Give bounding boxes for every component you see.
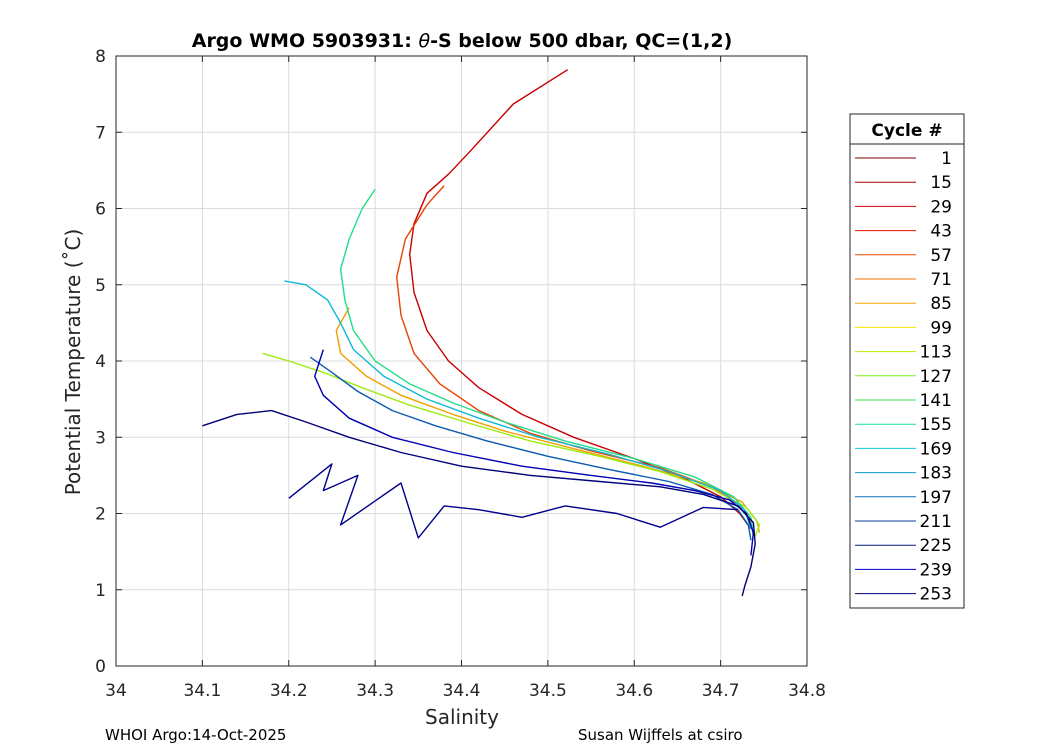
x-tick-label: 34.4 <box>443 681 481 701</box>
x-tick-label: 34.3 <box>356 681 394 701</box>
footer-source-date: WHOI Argo:14-Oct-2025 <box>105 726 287 744</box>
legend-label: 183 <box>920 464 952 484</box>
series-line-3 <box>262 352 761 537</box>
y-tick-label: 2 <box>95 505 106 525</box>
y-tick-label: 7 <box>95 123 106 143</box>
legend-label: 43 <box>930 222 952 242</box>
x-tick-label: 34.8 <box>788 681 826 701</box>
y-tick-label: 0 <box>95 657 106 677</box>
x-tick-labels: 34 34.1 34.2 34.3 34.4 34.5 34.6 34.7 34.8 <box>105 681 826 701</box>
y-tick-label: 1 <box>95 581 106 601</box>
y-tick-label: 6 <box>95 200 106 220</box>
y-tick-labels: 0 1 2 3 4 5 6 7 8 <box>95 47 106 677</box>
y-tick-label: 5 <box>95 276 106 296</box>
legend-label: 239 <box>920 560 952 580</box>
legend-label: 169 <box>920 439 952 459</box>
series-line-8 <box>202 409 756 597</box>
x-tick-label: 34.2 <box>270 681 308 701</box>
axis-ticks <box>115 55 808 667</box>
legend-label: 253 <box>920 585 952 605</box>
legend-label: 85 <box>930 294 952 314</box>
y-tick-label: 4 <box>95 352 106 372</box>
title-suffix: -S below 500 dbar, QC=(1,2) <box>430 30 732 52</box>
x-tick-label: 34.1 <box>183 681 221 701</box>
title-prefix: Argo WMO 5903931: <box>192 30 419 52</box>
series-line-5 <box>284 280 752 530</box>
chart-title: Argo WMO 5903931: θ-S below 500 dbar, QC… <box>192 30 733 52</box>
x-tick-label: 34.5 <box>529 681 567 701</box>
footer-attribution: Susan Wijffels at csiro <box>578 726 743 744</box>
series-line-2 <box>335 307 761 533</box>
legend-box <box>849 113 965 609</box>
legend-label: 71 <box>930 270 952 290</box>
legend-label: 99 <box>930 318 952 338</box>
legend-label: 141 <box>920 391 952 411</box>
legend-label: 211 <box>920 512 952 532</box>
title-theta: θ <box>418 30 430 52</box>
legend-entries: 1 15 29 43 57 71 85 99 113 127 141 155 169 183 197 211 2… <box>855 149 952 605</box>
x-tick-label: 34.7 <box>702 681 740 701</box>
legend-label: 127 <box>920 367 952 387</box>
legend-label: 155 <box>920 415 952 435</box>
x-tick-label: 34.6 <box>615 681 653 701</box>
legend-label: 57 <box>930 246 952 266</box>
series-line-9 <box>288 463 738 539</box>
legend-label: 15 <box>930 173 952 193</box>
x-tick-label: 34 <box>105 681 127 701</box>
y-tick-label: 3 <box>95 428 106 448</box>
legend-title: Cycle # <box>871 121 942 141</box>
y-tick-label: 8 <box>95 47 106 67</box>
legend-label: 29 <box>930 197 952 217</box>
series-line-4 <box>339 189 755 535</box>
y-axis-label: Potential Temperature (˚C) <box>61 229 85 496</box>
legend-label: 197 <box>920 488 952 508</box>
legend: Cycle # 1 15 29 43 57 71 85 99 113 127 141 155 169 18… <box>849 113 965 609</box>
profile-lines <box>202 69 761 597</box>
legend-label: 113 <box>920 343 952 363</box>
legend-label: 225 <box>920 536 952 556</box>
legend-label: 1 <box>941 149 952 169</box>
x-axis-label: Salinity <box>425 705 499 729</box>
